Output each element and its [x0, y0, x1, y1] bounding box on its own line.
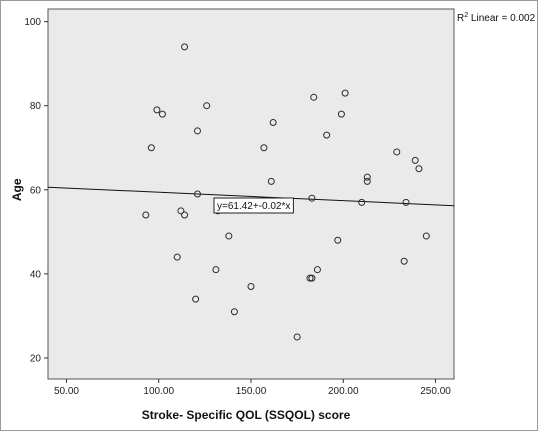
data-point: [422, 232, 430, 240]
r-squared-superscript: 2: [464, 12, 468, 19]
data-point: [212, 266, 220, 274]
data-point: [293, 333, 301, 341]
y-tick-label: 60: [30, 185, 42, 196]
r-squared-prefix: R: [457, 13, 464, 24]
x-axis-title: Stroke- Specific QOL (SSQOL) score: [142, 408, 351, 422]
data-point: [334, 236, 342, 244]
x-tick-label: 100.00: [143, 386, 174, 397]
data-point: [177, 207, 185, 215]
x-tick-label: 200.00: [328, 386, 359, 397]
x-axis: 50.00 100.00 150.00 200.00 250.00: [54, 379, 451, 397]
data-point: [193, 127, 201, 135]
data-point: [400, 257, 408, 265]
y-tick-label: 100: [24, 17, 41, 28]
data-point: [313, 266, 321, 274]
x-tick-label: 50.00: [54, 386, 79, 397]
data-point: [411, 156, 419, 164]
data-point: [323, 131, 331, 139]
data-point: [308, 194, 316, 202]
data-point: [158, 110, 166, 118]
y-axis-title: Age: [10, 178, 24, 201]
data-point: [173, 253, 181, 261]
data-point: [181, 211, 189, 219]
y-tick-label: 20: [30, 353, 42, 364]
data-point: [260, 144, 268, 152]
data-point: [269, 119, 277, 127]
data-point: [393, 148, 401, 156]
fit-equation-box: y=61.42+-0.02*x: [213, 197, 294, 214]
data-point: [310, 93, 318, 101]
data-point: [358, 198, 366, 206]
data-point: [337, 110, 345, 118]
fit-equation-border: [213, 197, 294, 214]
data-point: [308, 274, 316, 282]
y-axis: 20 40 60 80 100: [24, 17, 48, 364]
y-tick-label: 80: [30, 101, 42, 112]
data-point: [402, 198, 410, 206]
data-point: [192, 295, 200, 303]
data-point: [247, 283, 255, 290]
data-point: [203, 102, 211, 110]
x-tick-label: 150.00: [236, 386, 267, 397]
data-point: [142, 211, 150, 219]
data-point: [230, 308, 238, 316]
fit-line: [47, 186, 455, 207]
data-point: [341, 89, 349, 97]
r-squared-label: R2 Linear = 0.002: [457, 12, 536, 24]
fit-equation-label: y=61.42+-0.02*x: [217, 201, 290, 212]
data-points: [142, 43, 430, 341]
plot-area: [47, 8, 455, 380]
data-point: [147, 144, 155, 152]
data-point: [415, 165, 423, 173]
data-point: [193, 190, 201, 198]
data-point: [306, 274, 314, 282]
data-point: [153, 106, 161, 114]
r-squared-value: Linear = 0.002: [468, 13, 535, 24]
data-point: [181, 43, 189, 51]
data-point: [363, 173, 371, 181]
x-tick-label: 250.00: [420, 386, 451, 397]
data-point: [267, 177, 275, 185]
y-tick-label: 40: [30, 269, 42, 280]
data-point: [363, 177, 371, 185]
data-point: [225, 232, 233, 240]
